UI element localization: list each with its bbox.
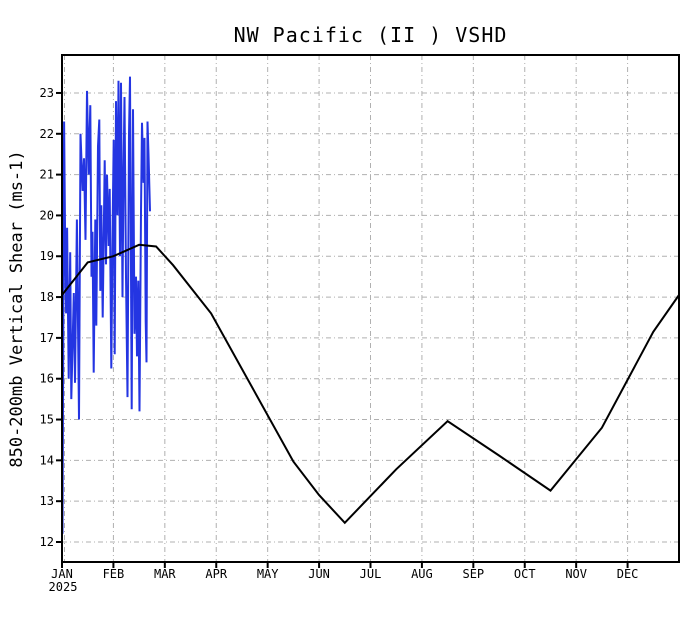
x-tick-label: DEC [617,567,639,581]
x-tick-label: JUN [308,567,330,581]
x-tick-label: AUG [411,567,433,581]
climatology-series-line [61,243,680,525]
x-tick-label: JAN [51,567,73,581]
y-tick-label: 12 [40,535,54,549]
x-tick-label: MAR [154,567,176,581]
y-tick-label: 18 [40,290,54,304]
y-tick-label: 13 [40,494,54,508]
y-tick-label: 16 [40,372,54,386]
x-tick-label: MAY [257,567,279,581]
x-tick-label: JUL [360,567,382,581]
y-tick-label: 15 [40,413,54,427]
y-tick-label: 23 [40,86,54,100]
x-tick-label: NOV [565,567,587,581]
x-tick-label: SEP [462,567,484,581]
y-tick-label: 21 [40,168,54,182]
x-tick-label: APR [205,567,227,581]
x-axis-year-label: 2025 [49,580,78,594]
y-tick-label: 14 [40,453,54,467]
chart-title: NW Pacific (II ) VSHD [233,23,508,47]
daily-series-line [61,76,151,534]
y-tick-label: 20 [40,208,54,222]
y-tick-label: 22 [40,127,54,141]
x-tick-label: OCT [514,567,536,581]
y-tick-label: 19 [40,249,54,263]
x-tick-label: FEB [103,567,125,581]
y-axis-label: 850-200mb Vertical Shear (ms-1) [7,150,27,468]
y-tick-label: 17 [40,331,54,345]
